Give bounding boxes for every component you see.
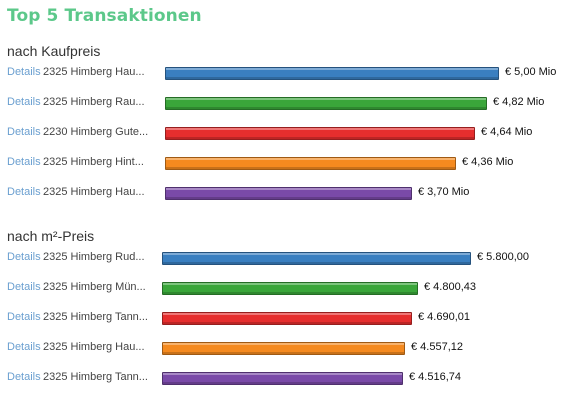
transaction-address: 2325 Himberg Hau... xyxy=(43,341,145,353)
transaction-row: Details 2325 Himberg Tann... € 4.690,01 xyxy=(7,309,577,329)
details-link[interactable]: Details xyxy=(7,311,41,323)
value-bar xyxy=(165,187,412,200)
widget-title: Top 5 Transaktionen xyxy=(7,6,202,26)
value-bar xyxy=(165,97,487,110)
details-link[interactable]: Details xyxy=(7,341,41,353)
details-link[interactable]: Details xyxy=(7,96,41,108)
transaction-row: Details 2325 Himberg Rau... € 4,82 Mio xyxy=(7,94,577,114)
value-label: € 5.800,00 xyxy=(477,251,529,263)
details-link[interactable]: Details xyxy=(7,281,41,293)
transaction-address: 2325 Himberg Mün... xyxy=(43,281,146,293)
transaction-address: 2325 Himberg Hau... xyxy=(43,66,145,78)
transaction-row: Details 2325 Himberg Rud... € 5.800,00 xyxy=(7,249,577,269)
section-heading-kaufpreis: nach Kaufpreis xyxy=(7,43,101,59)
value-label: € 4.690,01 xyxy=(418,311,470,323)
value-bar xyxy=(162,312,412,325)
transaction-address: 2325 Himberg Tann... xyxy=(43,371,148,383)
transaction-address: 2325 Himberg Tann... xyxy=(43,311,148,323)
details-link[interactable]: Details xyxy=(7,371,41,383)
transaction-row: Details 2325 Himberg Hint... € 4,36 Mio xyxy=(7,154,577,174)
value-bar xyxy=(165,127,475,140)
value-label: € 4,36 Mio xyxy=(462,156,514,168)
value-label: € 4,82 Mio xyxy=(493,96,545,108)
transaction-address: 2325 Himberg Hau... xyxy=(43,186,145,198)
transaction-address: 2325 Himberg Rud... xyxy=(43,251,145,263)
transaction-row: Details 2325 Himberg Hau... € 3,70 Mio xyxy=(7,184,577,204)
transaction-row: Details 2325 Himberg Hau... € 5,00 Mio xyxy=(7,64,577,84)
transaction-row: Details 2230 Himberg Gute... € 4,64 Mio xyxy=(7,124,577,144)
details-link[interactable]: Details xyxy=(7,251,41,263)
transaction-address: 2325 Himberg Hint... xyxy=(43,156,144,168)
value-label: € 4.800,43 xyxy=(424,281,476,293)
details-link[interactable]: Details xyxy=(7,66,41,78)
value-label: € 5,00 Mio xyxy=(505,66,557,78)
value-bar xyxy=(165,67,499,80)
value-bar xyxy=(162,372,403,385)
transaction-row: Details 2325 Himberg Tann... € 4.516,74 xyxy=(7,369,577,389)
value-label: € 3,70 Mio xyxy=(418,186,470,198)
value-bar xyxy=(162,252,471,265)
value-bar xyxy=(162,282,418,295)
transaction-row: Details 2325 Himberg Mün... € 4.800,43 xyxy=(7,279,577,299)
section-heading-m2-preis: nach m²-Preis xyxy=(7,228,95,244)
transaction-row: Details 2325 Himberg Hau... € 4.557,12 xyxy=(7,339,577,359)
value-label: € 4,64 Mio xyxy=(481,126,533,138)
transaction-address: 2230 Himberg Gute... xyxy=(43,126,149,138)
transaction-address: 2325 Himberg Rau... xyxy=(43,96,145,108)
value-label: € 4.516,74 xyxy=(409,371,461,383)
details-link[interactable]: Details xyxy=(7,186,41,198)
value-label: € 4.557,12 xyxy=(411,341,463,353)
details-link[interactable]: Details xyxy=(7,126,41,138)
details-link[interactable]: Details xyxy=(7,156,41,168)
value-bar xyxy=(162,342,405,355)
value-bar xyxy=(165,157,456,170)
